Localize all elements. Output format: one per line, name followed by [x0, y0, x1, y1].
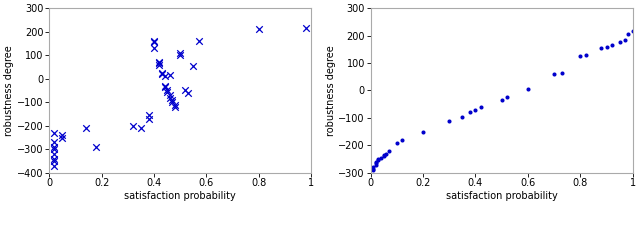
Point [476, 105, 486, 109]
X-axis label: satisfaction probability: satisfaction probability [124, 191, 236, 201]
Point [157, 71, 167, 75]
Y-axis label: robustness degree: robustness degree [4, 45, 14, 136]
Point [154, 60, 164, 64]
Point [49, 152, 60, 156]
Point [373, 157, 383, 161]
Point [149, 46, 159, 50]
Point [371, 163, 381, 166]
Point [49, 145, 60, 149]
Point [376, 156, 386, 160]
Point [602, 45, 612, 48]
Point [368, 168, 378, 172]
Point [596, 46, 607, 50]
Point [128, 124, 138, 128]
Point [175, 51, 186, 55]
Point [368, 165, 378, 169]
Point [164, 93, 175, 97]
Point [549, 72, 559, 76]
Point [580, 53, 591, 57]
Point [371, 160, 381, 164]
Point [159, 85, 170, 89]
Y-axis label: robustness degree: robustness degree [326, 45, 335, 136]
Point [378, 155, 388, 158]
Point [397, 138, 407, 142]
Point [57, 133, 67, 137]
Point [502, 96, 512, 99]
Point [49, 159, 60, 163]
Point [49, 131, 60, 135]
Point [497, 98, 507, 102]
Point [301, 26, 311, 30]
Point [159, 84, 170, 88]
Point [149, 39, 159, 43]
Point [371, 161, 381, 165]
Point [170, 105, 180, 109]
Point [193, 39, 204, 43]
Point [143, 117, 154, 121]
Point [162, 90, 172, 93]
Point [162, 88, 172, 92]
X-axis label: satisfaction probability: satisfaction probability [446, 191, 557, 201]
Point [159, 75, 170, 78]
Point [523, 87, 533, 91]
Point [92, 145, 102, 149]
Point [378, 153, 388, 157]
Point [49, 140, 60, 144]
Point [614, 41, 625, 44]
Point [392, 141, 402, 144]
Point [183, 91, 193, 95]
Point [154, 62, 164, 65]
Point [575, 54, 586, 58]
Point [188, 64, 198, 68]
Point [470, 108, 481, 112]
Point [368, 167, 378, 171]
Point [49, 164, 60, 168]
Point [623, 32, 633, 36]
Point [180, 88, 191, 92]
Point [49, 157, 60, 160]
Point [154, 63, 164, 67]
Point [49, 148, 60, 151]
Point [465, 110, 476, 114]
Point [557, 71, 567, 75]
Point [157, 72, 167, 76]
Point [143, 113, 154, 117]
Point [373, 159, 383, 162]
Point [136, 126, 146, 130]
Point [628, 30, 638, 33]
Point [164, 96, 175, 99]
Point [175, 53, 186, 57]
Point [607, 43, 617, 47]
Point [167, 100, 177, 104]
Point [381, 152, 392, 156]
Point [418, 130, 428, 134]
Point [167, 98, 177, 102]
Point [149, 40, 159, 44]
Point [170, 103, 180, 106]
Point [164, 73, 175, 77]
Point [444, 119, 454, 122]
Point [254, 27, 264, 31]
Point [620, 38, 630, 42]
Point [81, 126, 91, 130]
Point [57, 136, 67, 139]
Point [457, 115, 467, 118]
Point [384, 149, 394, 153]
